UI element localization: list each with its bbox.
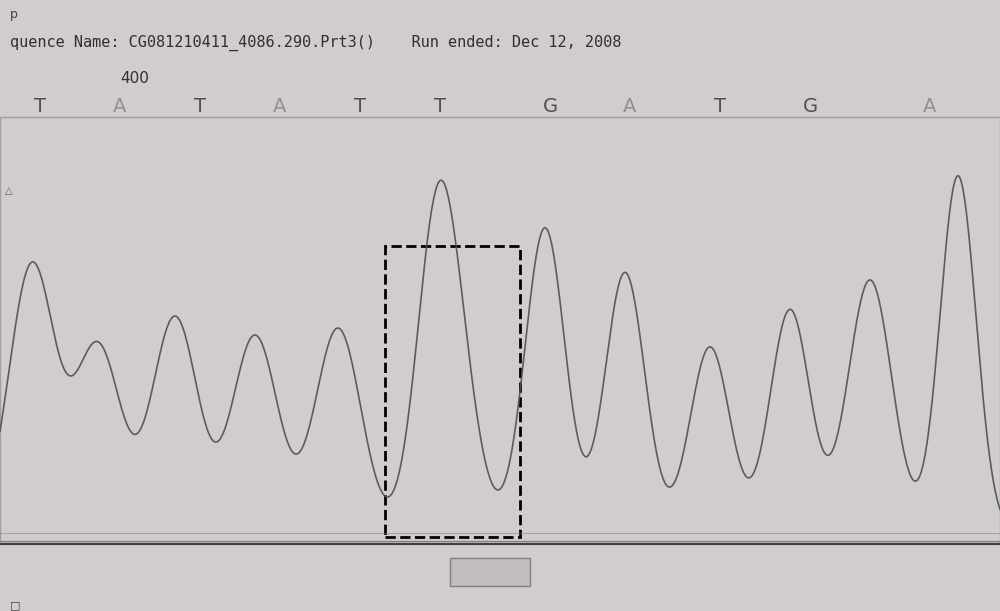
Text: T: T	[194, 97, 206, 115]
Text: T: T	[354, 97, 366, 115]
Text: □: □	[10, 600, 20, 610]
Text: p: p	[10, 8, 18, 21]
Text: T: T	[714, 97, 726, 115]
Text: 400: 400	[121, 70, 149, 86]
Text: G: G	[802, 97, 818, 115]
Text: G: G	[542, 97, 558, 115]
Text: quence Name: CG081210411_4086.290.Prt3()    Run ended: Dec 12, 2008: quence Name: CG081210411_4086.290.Prt3()…	[10, 35, 621, 51]
Text: △: △	[5, 186, 12, 196]
Text: T: T	[434, 97, 446, 115]
Text: A: A	[923, 97, 937, 115]
Text: A: A	[113, 97, 127, 115]
Text: A: A	[273, 97, 287, 115]
Bar	[450, 558, 530, 587]
Bar	[385, 246, 520, 537]
Text: T: T	[34, 97, 46, 115]
Text: A: A	[623, 97, 637, 115]
